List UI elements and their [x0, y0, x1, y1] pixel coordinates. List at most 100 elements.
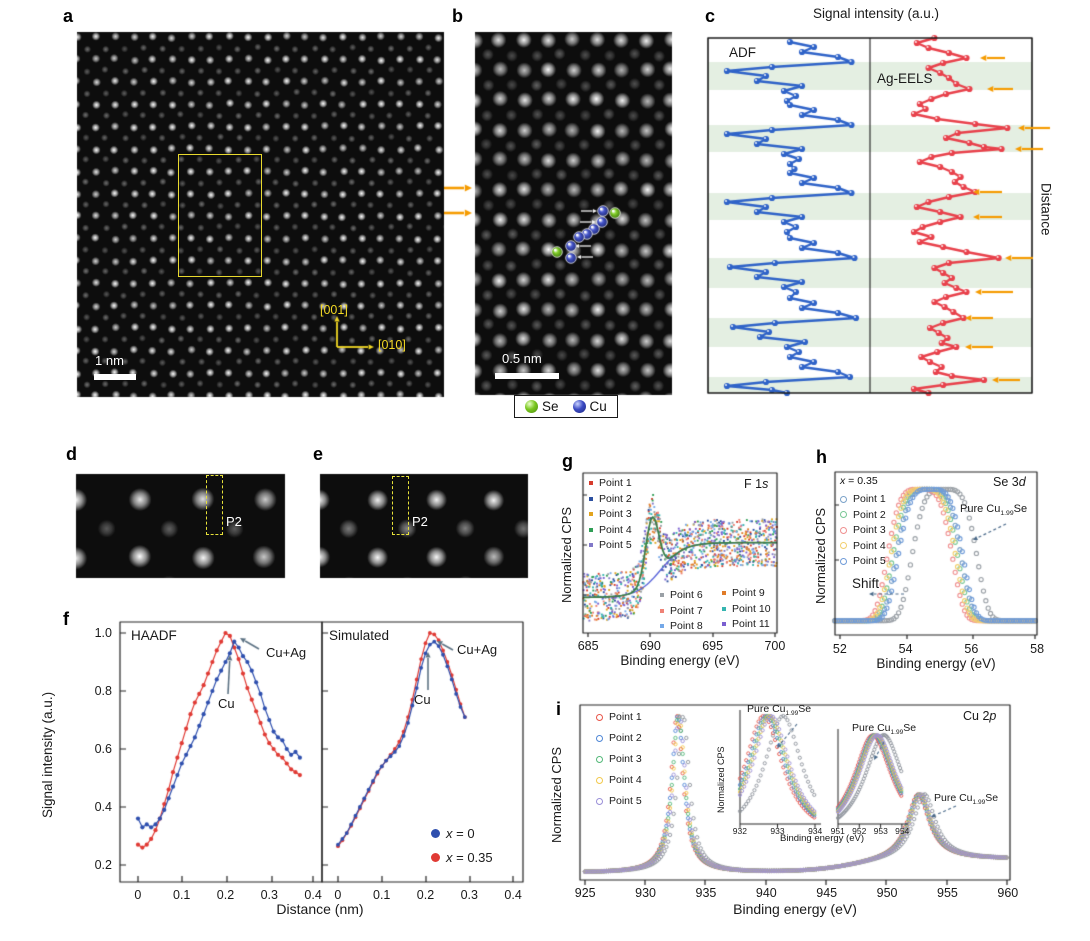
- tick-label: 925: [574, 886, 596, 900]
- legend-marker: [840, 526, 847, 534]
- tick-label: 932: [732, 826, 747, 836]
- legend-label: Point 5: [853, 555, 886, 567]
- f-right-xticks: 0 0.1 0.2 0.3 0.4: [316, 888, 535, 902]
- legend-marker: [840, 557, 847, 565]
- legend-item: Point 11: [722, 618, 771, 630]
- tick-label: 0.2: [416, 888, 435, 902]
- legend-marker: [840, 511, 847, 518]
- legend-label: x = 0.35: [446, 850, 493, 865]
- c-title: Signal intensity (a.u.): [812, 6, 940, 21]
- g-ylabel: Normalized CPS: [559, 506, 574, 604]
- i-pure-annotation-2: Pure Cu1.99Se: [852, 722, 917, 737]
- f-cu-annotation-left: Cu: [218, 696, 235, 711]
- legend-label: Point 11: [732, 618, 770, 630]
- tick-label: 0.6: [94, 742, 112, 756]
- atom-legend: Se Cu: [514, 395, 618, 418]
- tick-label: 955: [937, 886, 958, 900]
- legend-label: Point 1: [609, 711, 642, 723]
- f-ylabel: Signal intensity (a.u.): [40, 691, 55, 819]
- legend-marker: [431, 853, 440, 862]
- roi-box-a: [178, 154, 262, 277]
- legend-item: Point 4: [596, 774, 642, 786]
- i-ylabel: Normalized CPS: [549, 746, 564, 843]
- h-condition-label: x = 0.35: [840, 475, 878, 487]
- legend-item: Point 3: [840, 524, 886, 536]
- legend-label: x = 0: [446, 826, 475, 841]
- i-pure-annotation-1: Pure Cu1.99Se: [747, 703, 812, 718]
- direction-010-label: [010]: [378, 338, 406, 352]
- e-roi-label: P2: [412, 514, 428, 529]
- scale-bar-a-label: 1 nm: [95, 353, 124, 368]
- h-ylabel: Normalized CPS: [813, 507, 828, 604]
- f-cuag-annotation-right: Cu+Ag: [457, 642, 498, 657]
- tick-label: 951: [830, 826, 845, 836]
- legend-marker: [596, 755, 603, 763]
- c-distance-label: Distance: [1038, 183, 1054, 236]
- legend-item: Point 4: [589, 524, 632, 536]
- panel-letter-h: h: [816, 447, 827, 467]
- tick-label: 0.3: [260, 888, 278, 902]
- roi-box-d-p2: [206, 475, 223, 535]
- legend-label: Point 3: [599, 508, 632, 520]
- tick-label: 930: [635, 886, 656, 900]
- tick-label: 0.1: [373, 888, 391, 902]
- legend-item: Point 2: [840, 509, 886, 521]
- tick-label: 52: [832, 642, 847, 656]
- d-roi-label: P2: [226, 514, 242, 529]
- c-ageels-label: Ag-EELS: [877, 71, 933, 86]
- roi-box-e-p2: [392, 476, 409, 535]
- tick-label: 0.4: [94, 800, 112, 814]
- f-yticks: 1.0 0.8 0.6 0.4 0.2: [74, 604, 112, 894]
- tick-label: 950: [876, 886, 898, 900]
- tick-label: 960: [997, 886, 1019, 900]
- legend-item: Point 6: [660, 589, 703, 601]
- g-region-label: F 1s: [744, 477, 769, 491]
- h-region-label: Se 3d: [993, 475, 1026, 489]
- i-inset-ylabel: Normalized CPS: [716, 746, 726, 813]
- tick-label: 690: [639, 639, 661, 653]
- tick-label: 935: [695, 886, 717, 900]
- legend-marker: [589, 481, 593, 485]
- legend-marker: [589, 496, 593, 501]
- f-left-xticks: 0 0.1 0.2 0.3 0.4: [116, 888, 335, 902]
- legend-label: Point 3: [853, 524, 886, 536]
- i-xlabel: Binding energy (eV): [733, 901, 857, 917]
- i-xticks: 925 930 935 940 945 950 955 960: [555, 886, 1038, 900]
- cu-label: Cu: [589, 399, 607, 414]
- h-xticks: 52 54 56 58: [807, 642, 1070, 656]
- tick-label: 0.4: [504, 888, 522, 902]
- legend-item: Point 10: [722, 603, 771, 615]
- i-inset2-xticks: 951 952 953 954: [827, 826, 913, 836]
- legend-marker: [840, 542, 847, 549]
- legend-label: Point 4: [853, 539, 886, 552]
- legend-marker: [840, 495, 847, 503]
- legend-item: x = 0: [431, 826, 493, 841]
- tick-label: 56: [964, 642, 979, 656]
- i-inset1-xticks: 932 933 934: [721, 826, 834, 836]
- legend-item: Point 9: [722, 587, 771, 599]
- direction-001-label: [001]: [320, 303, 348, 317]
- legend-label: Point 2: [609, 732, 642, 744]
- c-adf-label: ADF: [729, 45, 756, 60]
- legend-item: Point 5: [840, 555, 886, 567]
- tick-label: 695: [702, 639, 724, 653]
- se-label: Se: [542, 399, 559, 414]
- tick-label: 0.2: [216, 888, 235, 902]
- tick-label: 0.1: [173, 888, 191, 902]
- tick-label: 0.4: [304, 888, 322, 902]
- atom-legend-cu: Cu: [572, 399, 607, 414]
- se-atom-icon: [525, 400, 538, 413]
- i-inset-xlabel: Binding energy (eV): [780, 833, 864, 844]
- legend-label: Point 6: [670, 589, 703, 601]
- legend-marker: [596, 734, 603, 742]
- legend-item: Point 5: [589, 539, 632, 551]
- legend-item: Point 3: [589, 508, 632, 520]
- h-legend: x = 0.35: [840, 475, 878, 491]
- legend-label: Point 2: [599, 492, 632, 505]
- legend-label: Point 2: [853, 508, 886, 521]
- legend-item: Point 7: [660, 605, 703, 617]
- legend-item: Point 5: [596, 795, 642, 807]
- tick-label: 952: [852, 826, 867, 836]
- f-xlabel: Distance (nm): [276, 901, 364, 917]
